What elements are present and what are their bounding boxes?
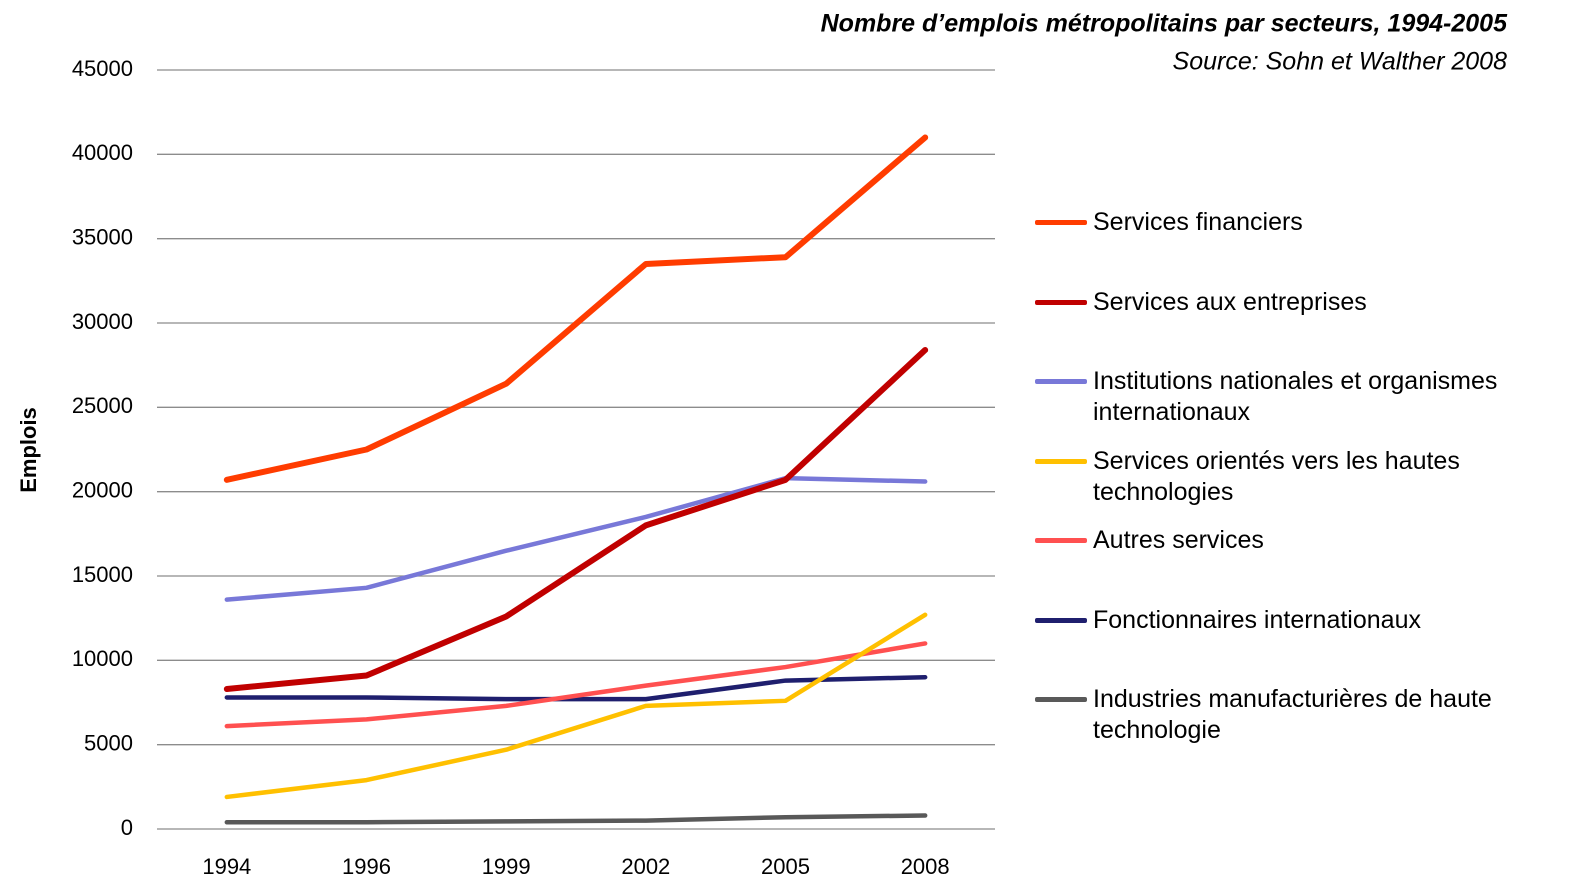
series-line: [224, 813, 928, 825]
y-tick-label: 45000: [72, 56, 133, 81]
chart-title: Nombre d’emplois métropolitains par sect…: [821, 10, 1508, 38]
legend-item: Services aux entreprises: [1035, 287, 1595, 318]
series-line: [224, 475, 928, 602]
legend-item: Autres services: [1035, 525, 1595, 556]
legend-marker: [1035, 299, 1087, 305]
y-tick-label: 40000: [72, 140, 133, 165]
legend-marker: [1035, 379, 1087, 384]
chart-subtitle: Source: Sohn et Walther 2008: [1173, 48, 1508, 76]
y-tick-label: 35000: [72, 224, 133, 249]
y-tick-label: 5000: [84, 730, 133, 755]
x-tick-label: 1999: [482, 854, 531, 879]
x-tick-label: 1996: [342, 854, 391, 879]
legend-item: Institutions nationales et organismes in…: [1035, 366, 1595, 428]
legend-marker: [1035, 220, 1087, 225]
legend-label: Industries manufacturières de haute tech…: [1093, 685, 1492, 744]
legend-label: Fonctionnaires internationaux: [1093, 605, 1421, 634]
legend-marker: [1035, 617, 1087, 623]
legend-label: Institutions nationales et organismes in…: [1093, 367, 1498, 426]
y-tick-label: 15000: [72, 562, 133, 587]
y-tick-label: 20000: [72, 477, 133, 502]
legend-label: Services aux entreprises: [1093, 287, 1367, 316]
legend-marker: [1035, 697, 1087, 702]
series-line: [223, 346, 929, 693]
y-axis-label: Emplois: [16, 407, 41, 493]
x-tick-label: 2008: [901, 854, 950, 879]
legend-label: Services financiers: [1093, 208, 1303, 236]
legend-marker: [1035, 458, 1087, 464]
y-tick-label: 30000: [72, 309, 133, 334]
series-line: [224, 674, 928, 702]
x-tick-label: 2005: [761, 854, 810, 879]
x-tick-label: 2002: [621, 854, 670, 879]
legend-marker: [1035, 538, 1087, 543]
series-line: [224, 612, 928, 800]
legend-item: Services financiers: [1035, 207, 1595, 238]
legend-item: Fonctionnaires internationaux: [1035, 605, 1595, 636]
series-line: [224, 641, 928, 729]
y-tick-label: 0: [121, 815, 133, 840]
legend-label: Autres services: [1093, 526, 1264, 554]
legend-label: Services orientés vers les hautes techno…: [1093, 446, 1460, 506]
series-line: [223, 134, 929, 483]
legend-item: Services orientés vers les hautes techno…: [1035, 446, 1595, 508]
y-tick-label: 10000: [72, 646, 133, 671]
legend-item: Industries manufacturières de haute tech…: [1035, 684, 1595, 746]
y-tick-label: 25000: [72, 393, 133, 418]
x-tick-label: 1994: [202, 854, 251, 879]
